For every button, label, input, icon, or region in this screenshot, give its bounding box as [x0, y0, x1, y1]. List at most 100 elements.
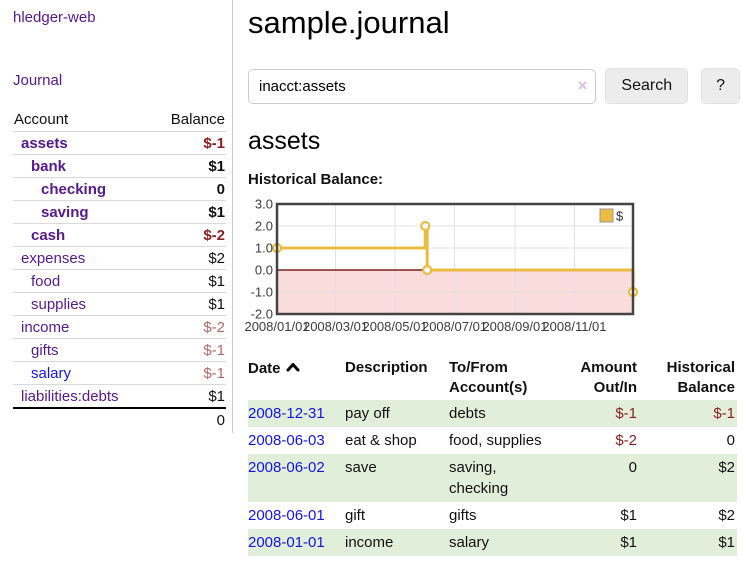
- account-row: checking 0: [13, 177, 226, 201]
- x-axis-tick-label: 2008/11/01: [542, 319, 606, 334]
- transaction-date-link[interactable]: 2008-12-31: [248, 405, 325, 422]
- transaction-description: save: [345, 459, 377, 476]
- account-row: bank $1: [13, 154, 226, 178]
- search-form: × Search ?: [248, 68, 740, 104]
- x-axis-tick-label: 2008/03/01: [303, 319, 368, 334]
- y-axis-tick-label: 2.0: [255, 219, 273, 234]
- transaction-row: 2008-12-31 pay off debts $-1 $-1: [248, 400, 737, 427]
- transaction-row: 2008-01-01 income salary $1 $1: [248, 529, 737, 556]
- y-axis-tick-label: 3.0: [255, 197, 273, 212]
- x-axis-tick-label: 2008/01/01: [244, 319, 309, 334]
- account-link[interactable]: expenses: [21, 250, 86, 267]
- data-point-marker: [422, 264, 433, 276]
- account-link[interactable]: food: [31, 273, 61, 290]
- amount-column-header: Amount Out/In: [580, 359, 637, 396]
- x-axis-tick-label: 2008/09/01: [482, 319, 547, 334]
- accounts-total-value: 0: [151, 407, 226, 431]
- account-row: saving $1: [13, 200, 226, 224]
- transaction-balance: $1: [718, 534, 735, 551]
- transaction-date-link[interactable]: 2008-06-02: [248, 459, 325, 476]
- account-row: assets $-1: [13, 131, 226, 155]
- account-row: income $-2: [13, 315, 226, 339]
- account-link[interactable]: checking: [41, 181, 107, 198]
- transaction-accounts: debts: [449, 405, 486, 422]
- page-title: sample.journal: [248, 5, 450, 40]
- search-input[interactable]: [248, 68, 597, 104]
- transaction-amount: $1: [620, 534, 637, 551]
- account-link[interactable]: saving: [41, 204, 89, 221]
- date-column-header[interactable]: Date: [248, 356, 345, 400]
- transaction-row: 2008-06-03 eat & shop food, supplies $-2…: [248, 427, 737, 454]
- transaction-accounts: saving, checking: [449, 459, 509, 497]
- y-axis-tick-label: 0.0: [255, 263, 273, 278]
- account-balance: $2: [151, 246, 226, 270]
- account-row: liabilities:debts $1: [13, 384, 226, 408]
- plot-border: [275, 202, 635, 316]
- search-button[interactable]: Search: [605, 68, 689, 104]
- y-axis-tick-label: 1.0: [255, 241, 273, 256]
- transaction-date-link[interactable]: 2008-01-01: [248, 534, 325, 551]
- transaction-amount: $-2: [615, 432, 637, 449]
- transaction-balance: $2: [718, 507, 735, 524]
- account-balance: $1: [151, 292, 226, 316]
- account-row: food $1: [13, 269, 226, 293]
- account-row: expenses $2: [13, 246, 226, 270]
- description-column-header: Description: [345, 359, 428, 376]
- y-axis-tick-label: -2.0: [251, 307, 273, 322]
- register-table: Date Description To/From Account(s) Amou…: [248, 356, 737, 556]
- account-balance: $1: [151, 384, 226, 408]
- help-button[interactable]: ?: [701, 68, 740, 104]
- account-row: cash $-2: [13, 223, 226, 247]
- transaction-amount: 0: [628, 459, 637, 476]
- account-link[interactable]: supplies: [31, 296, 87, 313]
- register-header-row: Date Description To/From Account(s) Amou…: [248, 356, 737, 400]
- accounts-column-header: Account: [14, 111, 69, 128]
- account-row: salary $-1: [13, 361, 226, 385]
- accounts-table: Account Balance assets $-1 bank $1 check…: [13, 108, 226, 431]
- app-brand-link[interactable]: hledger-web: [13, 9, 96, 26]
- legend-label: $: [616, 209, 624, 224]
- main-content: sample.journal × Search ? assets Histori…: [244, 0, 740, 556]
- account-balance: 0: [151, 177, 226, 201]
- transaction-accounts: gifts: [449, 507, 477, 524]
- transaction-description: eat & shop: [345, 432, 417, 449]
- account-link[interactable]: salary: [31, 365, 72, 382]
- chart-canvas: $3.0 2.0 1.0 0.0 -1.0 -2.02008/01/012008/03/0…: [244, 197, 639, 334]
- data-point-marker: [420, 220, 431, 232]
- balance-column-header: Balance: [170, 111, 225, 128]
- account-balance: $1: [151, 200, 226, 224]
- account-balance: $1: [151, 154, 226, 178]
- account-balance: $-1: [151, 361, 226, 385]
- account-balance: $-2: [151, 315, 226, 339]
- transaction-accounts: food, supplies: [449, 432, 542, 449]
- account-balance: $1: [151, 269, 226, 293]
- sidebar-item-journal[interactable]: Journal: [13, 72, 63, 89]
- accounts-column-header-main: To/From Account(s): [449, 359, 528, 396]
- transaction-date-link[interactable]: 2008-06-03: [248, 432, 325, 449]
- account-balance: $-1: [151, 338, 226, 362]
- transaction-row: 2008-06-01 gift gifts $1 $2: [248, 502, 737, 529]
- x-axis-tick-label: 2008/05/01: [362, 319, 427, 334]
- account-row: supplies $1: [13, 292, 226, 316]
- accounts-total-row: 0: [13, 407, 226, 431]
- transaction-amount: $1: [620, 507, 637, 524]
- transaction-description: gift: [345, 507, 366, 524]
- account-link[interactable]: income: [21, 319, 70, 336]
- sidebar-divider: [232, 0, 233, 433]
- account-link[interactable]: liabilities:debts: [21, 388, 119, 405]
- legend-swatch: [599, 208, 614, 223]
- clear-search-icon[interactable]: ×: [577, 75, 588, 95]
- transaction-description: pay off: [345, 405, 390, 422]
- transaction-balance: $2: [718, 459, 735, 476]
- historical-balance-chart: $3.0 2.0 1.0 0.0 -1.0 -2.0 2008/01/01 2008/03/0…: [244, 197, 740, 339]
- account-link[interactable]: assets: [21, 135, 68, 152]
- account-link[interactable]: bank: [31, 158, 67, 175]
- sort-ascending-icon: [286, 358, 300, 378]
- transaction-balance: 0: [726, 432, 735, 449]
- transaction-accounts: salary: [449, 534, 490, 551]
- account-link[interactable]: gifts: [31, 342, 59, 359]
- transaction-date-link[interactable]: 2008-06-01: [248, 507, 325, 524]
- account-balance: $-1: [151, 131, 226, 155]
- account-link[interactable]: cash: [31, 227, 66, 244]
- transaction-row: 2008-06-02 save saving, checking 0 $2: [248, 454, 737, 502]
